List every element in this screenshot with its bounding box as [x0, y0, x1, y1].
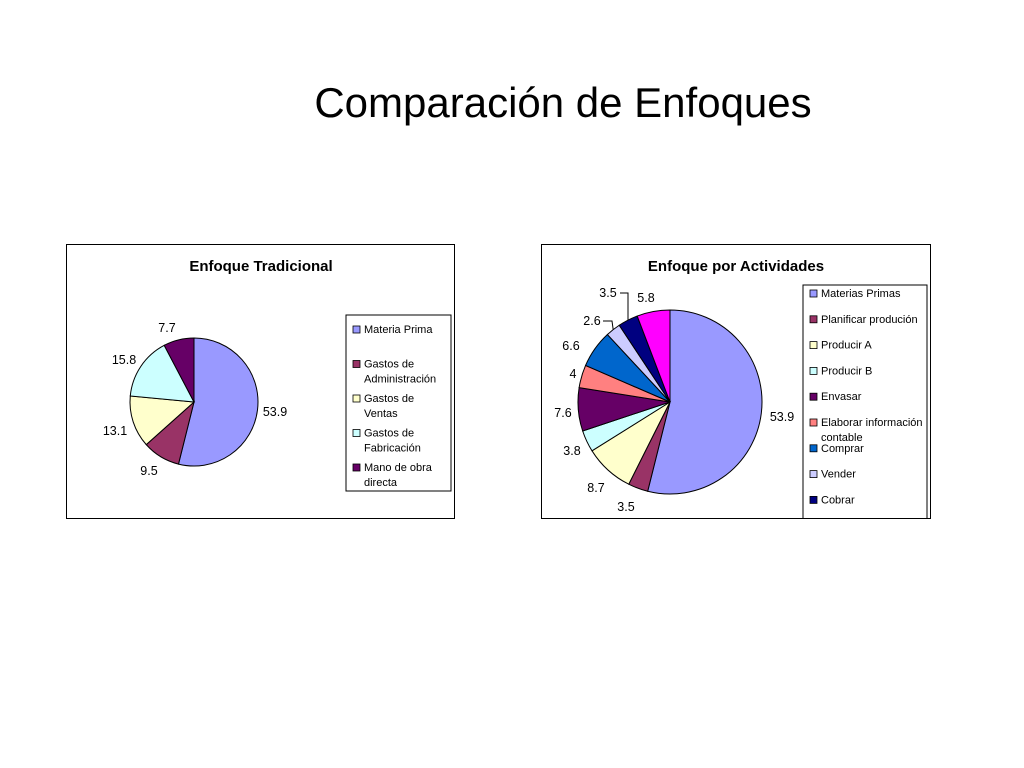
- legend-swatch: [809, 392, 818, 401]
- leader-line: [603, 320, 614, 330]
- legend-entry: Materias Primas: [821, 288, 901, 300]
- legend-entry: Envasar: [821, 391, 862, 403]
- chart-title: Enfoque Tradicional: [189, 258, 332, 275]
- legend-entry: Fabricación: [364, 443, 421, 455]
- slide-title: Comparación de Enfoques: [314, 79, 812, 126]
- pie-slice: [647, 309, 763, 495]
- data-label: 7.7: [158, 321, 175, 335]
- legend-entry: Ventas: [364, 408, 398, 420]
- legend-swatch: [809, 418, 818, 427]
- legend-swatch: [352, 394, 361, 403]
- data-label: 5.8: [637, 291, 654, 305]
- data-label: 6.6: [562, 339, 579, 353]
- data-label: 3.5: [617, 500, 634, 514]
- legend-box: [802, 284, 928, 518]
- legend-entry: Producir A: [821, 340, 872, 352]
- data-label: 7.6: [554, 406, 571, 420]
- legend-swatch: [809, 367, 818, 375]
- legend-entry: Gastos de: [364, 393, 414, 405]
- data-label: 8.7: [587, 481, 604, 495]
- legend-entry: Gastos de: [364, 428, 414, 440]
- data-label: 13.1: [103, 424, 127, 438]
- pie-slice: [636, 309, 671, 403]
- legend-swatch: [352, 325, 361, 334]
- legend-entry: Producir B: [821, 365, 872, 377]
- legend-box: [345, 314, 452, 492]
- legend-entry: directa: [364, 477, 398, 489]
- pie-slice: [177, 337, 259, 467]
- legend-entry: contable: [821, 432, 863, 444]
- legend-entry: Administración: [364, 374, 436, 386]
- pie-chart-tradicional-svg: Enfoque Tradicional 53.9 9.5 13.1 15.8 7.7 Mat…: [103, 258, 452, 492]
- data-label: 9.5: [140, 464, 157, 478]
- legend-swatch: [809, 444, 818, 453]
- data-label: 4: [570, 367, 577, 381]
- legend-entry: Cobrar: [821, 494, 855, 506]
- legend-entry: Mano de obra: [364, 462, 433, 474]
- legend-swatch: [809, 470, 818, 479]
- legend-entry: Comprar: [821, 443, 864, 455]
- legend-swatch: [809, 495, 818, 504]
- legend: Materias Primas Planificar produción Produ…: [802, 284, 928, 518]
- legend-entry: Materia Prima: [364, 324, 433, 336]
- pie-slice: [163, 337, 195, 403]
- legend-swatch: [809, 315, 818, 324]
- data-label: 15.8: [112, 353, 136, 367]
- leader-line: [620, 292, 629, 321]
- legend-entry: Vender: [821, 469, 856, 481]
- legend: Materia Prima Gastos de Administración Gast…: [345, 314, 452, 492]
- pie-chart-actividades-svg: Enfoque por Actividades 53.9 3.5 8.7 3.8 7.6 4…: [554, 258, 928, 518]
- legend-entry: Gastos de: [364, 359, 414, 371]
- legend-entry: Elaborar información: [821, 417, 923, 429]
- legend-swatch: [809, 289, 818, 298]
- legend-swatch: [809, 341, 818, 349]
- legend-entry: Planificar produción: [821, 314, 918, 326]
- data-label: 2.6: [583, 314, 600, 328]
- legend-swatch: [352, 360, 361, 368]
- data-label: 3.5: [599, 286, 616, 300]
- pie-slice: [129, 344, 195, 403]
- data-label: 53.9: [770, 410, 794, 424]
- chart-title: Enfoque por Actividades: [648, 258, 824, 275]
- pie-chart-actividades: Enfoque por Actividades 53.9 3.5 8.7 3.8 7.6 4…: [541, 244, 931, 519]
- legend-swatch: [352, 429, 361, 437]
- pie-chart-tradicional: Enfoque Tradicional 53.9 9.5 13.1 15.8 7.7 Mat…: [66, 244, 455, 519]
- data-label: 53.9: [263, 405, 287, 419]
- legend-swatch: [352, 463, 361, 472]
- data-label: 3.8: [563, 444, 580, 458]
